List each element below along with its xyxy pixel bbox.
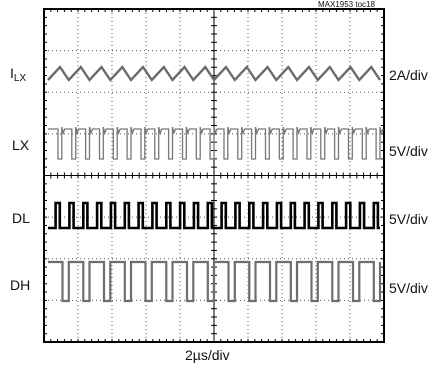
trace-label-dl: DL bbox=[12, 210, 30, 226]
figure-note: MAX1953 toc18 bbox=[318, 0, 375, 9]
trace-scale-dh: 5V/div bbox=[389, 280, 428, 296]
trace-dh bbox=[48, 260, 382, 303]
trace-scale-ilx: 2A/div bbox=[389, 67, 428, 83]
trace-label-dh: DH bbox=[10, 277, 31, 293]
trace-label-ilx-main: I bbox=[10, 65, 14, 81]
x-axis-label: 2µs/div bbox=[185, 347, 230, 363]
waveform-traces bbox=[47, 65, 384, 303]
trace-label-ilx-sub: LX bbox=[13, 73, 27, 84]
trace-scale-lx: 5V/div bbox=[389, 143, 428, 159]
trace-dl bbox=[48, 201, 380, 230]
trace-scale-dl: 5V/div bbox=[389, 211, 428, 227]
trace-label-lx: LX bbox=[12, 137, 30, 153]
plot-grid bbox=[43, 8, 385, 343]
trace-label-ilx: ILX bbox=[10, 65, 27, 84]
trace-lx bbox=[48, 126, 384, 160]
trace-ilx bbox=[47, 65, 381, 82]
